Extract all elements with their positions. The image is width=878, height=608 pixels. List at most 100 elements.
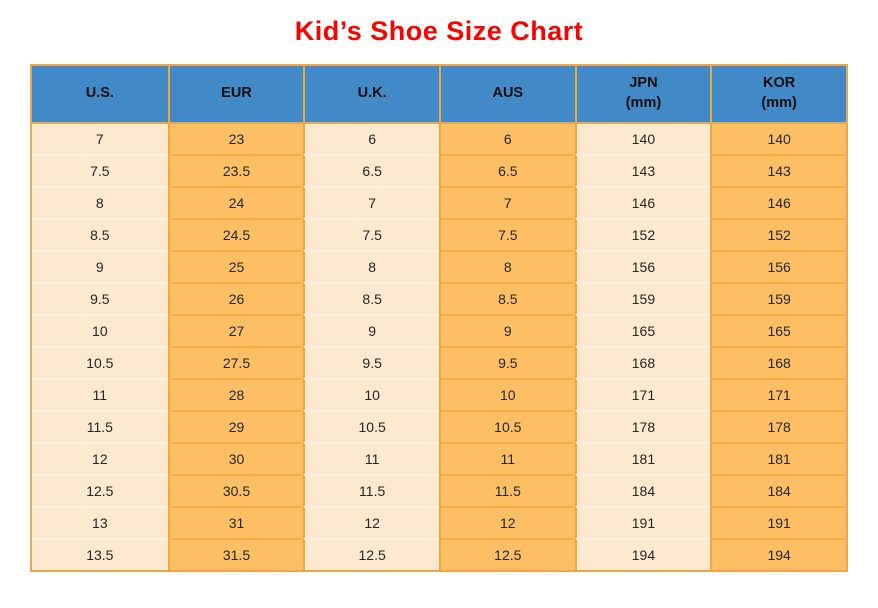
size-cell: 24.5	[167, 218, 304, 250]
size-cell: 6	[438, 124, 575, 154]
column-header-label: U.S.	[85, 85, 114, 102]
column-header-aus: AUS	[438, 66, 575, 124]
column-header-sublabel: (mm)	[761, 95, 797, 111]
size-cell: 165	[710, 314, 846, 346]
size-cell: 9	[32, 250, 168, 282]
size-cell: 11.5	[32, 410, 168, 442]
size-cell: 184	[574, 474, 711, 506]
size-cell: 165	[574, 314, 711, 346]
size-cell: 181	[574, 442, 711, 474]
size-cell: 171	[710, 378, 846, 410]
size-cell: 191	[574, 506, 711, 538]
table-row: 8.5 24.5 7.5 7.5 152 152	[32, 218, 846, 250]
size-cell: 140	[574, 124, 711, 154]
size-cell: 11	[438, 442, 575, 474]
header-row: U.S. EUR U.K. AUS	[32, 66, 846, 124]
size-cell: 7	[438, 186, 575, 218]
table-row: 11 28 10 10 171 171	[32, 378, 846, 410]
table-row: 12 30 11 11 181 181	[32, 442, 846, 474]
table-container: U.S. EUR U.K. AUS	[0, 64, 878, 572]
column-header-us: U.S.	[32, 66, 168, 124]
size-cell: 12.5	[32, 474, 168, 506]
size-cell: 178	[574, 410, 711, 442]
size-cell: 152	[710, 218, 846, 250]
size-cell: 140	[710, 124, 846, 154]
table-header: U.S. EUR U.K. AUS	[32, 66, 846, 124]
size-cell: 26	[167, 282, 304, 314]
column-header-label: EUR	[221, 85, 252, 102]
size-cell: 8.5	[303, 282, 439, 314]
size-cell: 146	[574, 186, 711, 218]
size-cell: 10.5	[438, 410, 575, 442]
table-row: 11.5 29 10.5 10.5 178 178	[32, 410, 846, 442]
column-header-label: JPN	[629, 75, 658, 92]
size-cell: 168	[574, 346, 711, 378]
size-cell: 12	[303, 506, 439, 538]
size-cell: 194	[710, 538, 846, 570]
size-cell: 30	[167, 442, 304, 474]
column-header-label: KOR	[763, 75, 796, 92]
size-cell: 156	[574, 250, 711, 282]
size-cell: 7	[32, 124, 168, 154]
page-title: Kid’s Shoe Size Chart	[294, 16, 584, 46]
size-cell: 10	[438, 378, 575, 410]
size-cell: 27.5	[167, 346, 304, 378]
size-cell: 9.5	[32, 282, 168, 314]
size-cell: 13.5	[32, 538, 168, 570]
size-cell: 159	[574, 282, 711, 314]
size-cell: 143	[710, 154, 846, 186]
size-cell: 13	[32, 506, 168, 538]
size-cell: 31	[167, 506, 304, 538]
column-header-label: AUS	[492, 85, 524, 102]
size-cell: 25	[167, 250, 304, 282]
size-cell: 146	[710, 186, 846, 218]
size-cell: 9.5	[438, 346, 575, 378]
size-cell: 6	[303, 124, 439, 154]
column-header-jpn: JPN (mm)	[574, 66, 711, 124]
size-cell: 8.5	[438, 282, 575, 314]
size-cell: 7.5	[438, 218, 575, 250]
size-cell: 23.5	[167, 154, 304, 186]
table-row: 9.5 26 8.5 8.5 159 159	[32, 282, 846, 314]
size-cell: 10.5	[32, 346, 168, 378]
size-cell: 12	[32, 442, 168, 474]
size-cell: 7.5	[303, 218, 439, 250]
size-cell: 30.5	[167, 474, 304, 506]
size-cell: 9	[438, 314, 575, 346]
size-cell: 152	[574, 218, 711, 250]
size-cell: 29	[167, 410, 304, 442]
column-header-uk: U.K.	[303, 66, 439, 124]
size-cell: 10.5	[303, 410, 439, 442]
size-cell: 28	[167, 378, 304, 410]
size-cell: 143	[574, 154, 711, 186]
size-cell: 12	[438, 506, 575, 538]
table-row: 9 25 8 8 156 156	[32, 250, 846, 282]
size-cell: 8.5	[32, 218, 168, 250]
table-row: 7 23 6 6 140 140	[32, 124, 846, 154]
size-cell: 181	[710, 442, 846, 474]
size-cell: 178	[710, 410, 846, 442]
size-cell: 10	[303, 378, 439, 410]
size-cell: 12.5	[438, 538, 575, 570]
size-table-body: 7 23 6 6 140 140 7.5 23.5 6.5 6.5 143 143 8 24 7 7 146 14…	[32, 124, 846, 570]
table-row: 7.5 23.5 6.5 6.5 143 143	[32, 154, 846, 186]
column-header-kor: KOR (mm)	[710, 66, 846, 124]
size-cell: 7	[303, 186, 439, 218]
size-cell: 8	[32, 186, 168, 218]
size-cell: 184	[710, 474, 846, 506]
table-row: 13.5 31.5 12.5 12.5 194 194	[32, 538, 846, 570]
size-cell: 168	[710, 346, 846, 378]
column-header-sublabel: (mm)	[625, 95, 662, 111]
size-cell: 6.5	[438, 154, 575, 186]
size-cell: 194	[574, 538, 711, 570]
size-cell: 11.5	[438, 474, 575, 506]
size-cell: 27	[167, 314, 304, 346]
size-cell: 8	[438, 250, 575, 282]
size-cell: 7.5	[32, 154, 168, 186]
size-cell: 12.5	[303, 538, 439, 570]
table-row: 10 27 9 9 165 165	[32, 314, 846, 346]
column-header-label: U.K.	[357, 85, 387, 102]
size-cell: 6.5	[303, 154, 439, 186]
size-cell: 9.5	[303, 346, 439, 378]
